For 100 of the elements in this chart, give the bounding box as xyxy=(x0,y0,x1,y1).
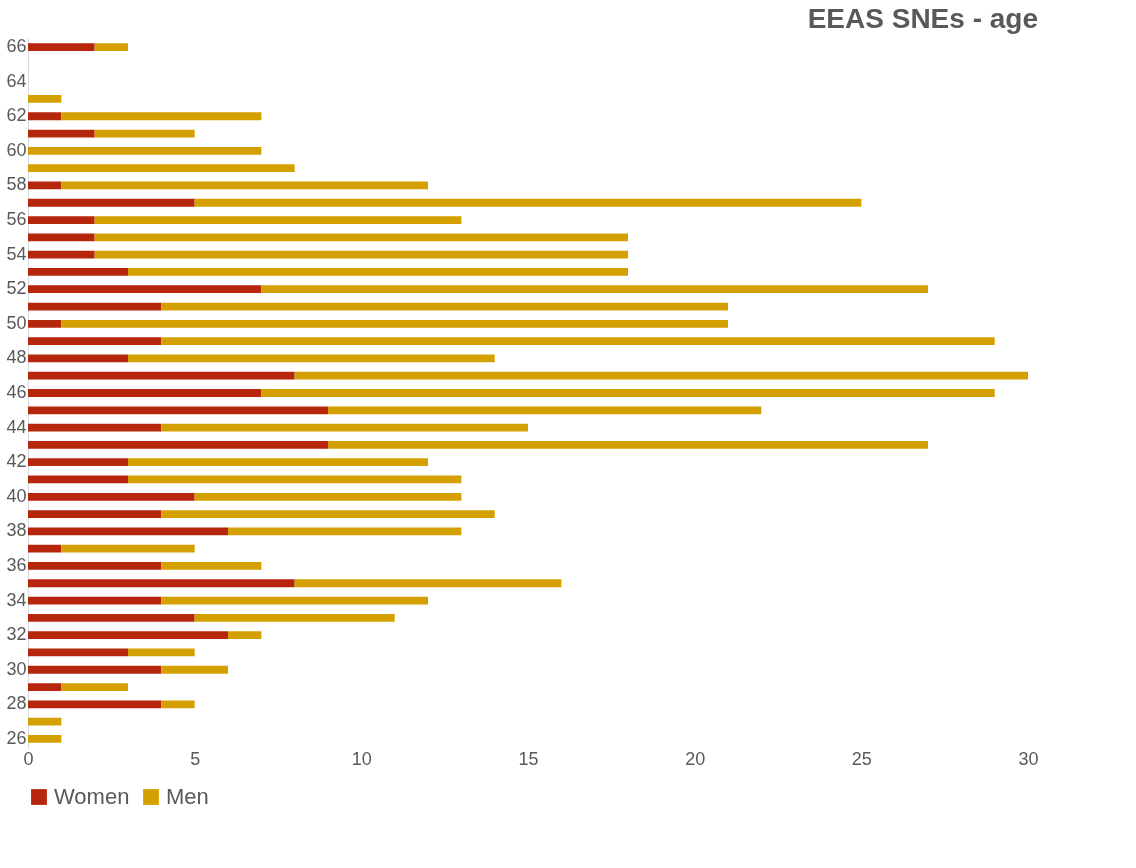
bar xyxy=(28,371,295,380)
y-tick-label: 62 xyxy=(6,105,27,126)
y-tick-label: 42 xyxy=(6,451,27,472)
bar xyxy=(294,371,1028,380)
y-tick-label: 60 xyxy=(6,139,27,160)
y-tick-label: 26 xyxy=(6,727,27,748)
y-tick-label: 36 xyxy=(6,554,27,575)
y-tick-label: 44 xyxy=(6,416,27,437)
y-tick-label: 64 xyxy=(6,70,27,91)
x-tick-label: 10 xyxy=(351,748,372,769)
bar xyxy=(28,302,162,311)
y-tick-label: 54 xyxy=(6,243,27,264)
bar xyxy=(128,475,462,484)
bar xyxy=(161,337,995,345)
bar xyxy=(28,389,262,397)
bar xyxy=(28,735,62,743)
bar xyxy=(28,95,62,103)
bar xyxy=(161,562,262,570)
bar xyxy=(28,717,62,726)
y-tick-label: 52 xyxy=(6,278,27,299)
bar xyxy=(28,250,95,259)
bar xyxy=(28,319,62,328)
bar xyxy=(28,613,195,622)
bar xyxy=(28,43,95,51)
bar xyxy=(28,562,162,570)
bar xyxy=(94,233,628,242)
bar xyxy=(228,631,262,640)
bar xyxy=(128,458,428,467)
bar xyxy=(28,354,128,363)
y-tick-label: 56 xyxy=(6,209,27,230)
bar xyxy=(28,285,262,294)
y-tick-label: 30 xyxy=(6,658,27,679)
bar xyxy=(28,112,62,121)
bar xyxy=(261,285,928,294)
bar xyxy=(28,648,128,657)
bar xyxy=(28,406,328,415)
bar xyxy=(61,112,262,121)
bar xyxy=(161,510,495,518)
bar xyxy=(28,423,162,432)
bar xyxy=(28,475,128,484)
bar xyxy=(28,544,62,553)
bar xyxy=(28,510,162,518)
bar xyxy=(28,146,262,155)
y-tick-label: 40 xyxy=(6,485,27,506)
bar xyxy=(328,406,762,415)
bar xyxy=(194,198,862,207)
bar xyxy=(61,683,128,691)
y-tick-label: 28 xyxy=(6,693,27,714)
bar xyxy=(28,337,162,345)
bar xyxy=(61,319,728,328)
bar xyxy=(94,129,195,138)
x-tick-label: 25 xyxy=(851,748,872,769)
bar xyxy=(94,216,462,224)
bar xyxy=(128,648,195,657)
bar xyxy=(28,216,95,224)
chart-title: EEAS SNEs - age xyxy=(807,2,1039,34)
y-tick-label: 48 xyxy=(6,347,27,368)
bar xyxy=(161,423,528,432)
bar xyxy=(194,613,395,622)
bar xyxy=(28,458,128,467)
bar xyxy=(28,492,195,501)
bar xyxy=(28,129,95,138)
bar xyxy=(294,579,562,588)
bar xyxy=(28,665,162,674)
bar xyxy=(161,302,728,311)
bar xyxy=(61,181,428,190)
bar xyxy=(28,683,62,691)
bar xyxy=(94,43,128,51)
bar xyxy=(28,441,328,449)
y-tick-label: 66 xyxy=(6,36,27,57)
legend-label: Men xyxy=(166,784,209,809)
bar xyxy=(161,700,195,709)
bar xyxy=(161,596,428,605)
x-tick-label: 20 xyxy=(685,748,706,769)
bar xyxy=(28,164,295,173)
bar xyxy=(28,579,295,588)
x-tick-label: 0 xyxy=(23,748,34,769)
bar xyxy=(328,441,928,449)
bar xyxy=(28,268,128,276)
bar xyxy=(128,354,495,363)
bar xyxy=(128,268,628,276)
y-tick-label: 38 xyxy=(6,520,27,541)
bar xyxy=(61,544,195,553)
x-tick-label: 5 xyxy=(190,748,201,769)
x-tick-label: 30 xyxy=(1018,748,1039,769)
y-tick-label: 32 xyxy=(6,624,27,645)
x-tick-label: 15 xyxy=(518,748,539,769)
y-tick-label: 50 xyxy=(6,312,27,333)
bar xyxy=(161,665,228,674)
bar xyxy=(28,596,162,605)
bar xyxy=(28,233,95,242)
bar xyxy=(28,700,162,709)
bar xyxy=(28,631,228,640)
legend-label: Women xyxy=(54,784,130,809)
y-tick-label: 34 xyxy=(6,589,27,610)
bar xyxy=(28,527,228,536)
bar xyxy=(261,389,995,397)
y-tick-label: 58 xyxy=(6,174,27,195)
y-tick-label: 46 xyxy=(6,382,27,402)
bar xyxy=(28,198,195,207)
